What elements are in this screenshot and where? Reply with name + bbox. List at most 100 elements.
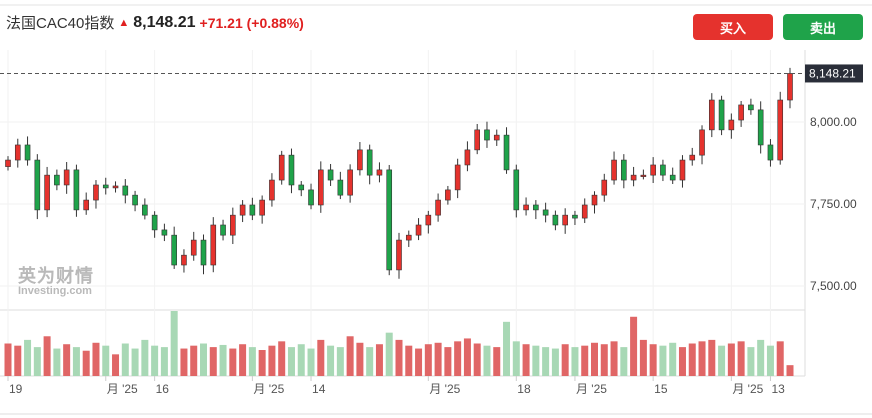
- volume-bar: [92, 342, 100, 376]
- candle-body: [552, 214, 559, 226]
- candle-body: [220, 224, 226, 236]
- volume-bar: [542, 347, 550, 376]
- instrument-title: 法国CAC40指数: [6, 15, 115, 32]
- candle-body: [767, 144, 774, 161]
- volume-bar: [170, 311, 178, 376]
- volume-bar: [53, 348, 61, 376]
- volume-bar: [473, 343, 481, 376]
- candle-body: [327, 169, 334, 181]
- x-tick-label: 18: [517, 382, 531, 396]
- x-tick-label: 14: [312, 382, 326, 396]
- candle-body: [200, 239, 207, 266]
- candle-body: [181, 254, 187, 266]
- candle-body: [728, 119, 735, 131]
- volume-bar: [718, 345, 726, 376]
- candle-body: [54, 174, 60, 186]
- price-change: +71.21 (+0.88%): [199, 14, 304, 31]
- volume-bar: [151, 345, 159, 376]
- volume-bar: [395, 339, 403, 376]
- candle-body: [171, 234, 177, 266]
- candle-body: [484, 129, 490, 141]
- candle-body: [239, 204, 246, 216]
- candle-body: [151, 214, 158, 231]
- volume-bar: [678, 347, 686, 376]
- candle-body: [190, 239, 197, 256]
- volume-bar: [131, 348, 139, 376]
- candle-body: [757, 109, 764, 146]
- last-price-tag-label: 8,148.21: [809, 66, 856, 80]
- candle-body: [298, 184, 305, 191]
- volume-bar: [708, 339, 716, 376]
- candle-body: [112, 185, 119, 189]
- volume-bar: [366, 347, 374, 376]
- volume-bar: [190, 345, 198, 376]
- candle-body: [63, 169, 70, 186]
- volume-bar: [33, 347, 41, 376]
- volume-bar: [551, 348, 559, 376]
- volume-bar: [493, 347, 501, 376]
- volume-bar: [4, 343, 12, 376]
- candle-body: [464, 149, 471, 166]
- candle-body: [308, 189, 314, 206]
- volume-bar: [121, 343, 129, 376]
- sell-button[interactable]: 卖出: [783, 14, 863, 40]
- volume-bar: [522, 344, 530, 376]
- volume-bar: [727, 343, 735, 376]
- volume-bar: [757, 339, 765, 376]
- candle-body: [347, 169, 353, 196]
- volume-bar: [14, 345, 22, 376]
- x-tick-label: 月 '25: [576, 382, 607, 396]
- volume-bar: [688, 343, 696, 376]
- y-tick-label: 8,000.00: [810, 115, 857, 129]
- x-tick-label: 月 '25: [429, 382, 460, 396]
- candle-body: [601, 179, 608, 196]
- candle-body: [748, 104, 754, 111]
- candle-body: [513, 169, 520, 211]
- x-tick-label: 月 '25: [732, 382, 763, 396]
- volume-bar: [278, 341, 286, 376]
- volume-bar: [737, 341, 745, 376]
- candle-body: [699, 129, 705, 156]
- candle-body: [777, 99, 784, 161]
- volume-bar: [356, 342, 364, 376]
- volume-bar: [649, 344, 657, 376]
- x-tick-label: 16: [156, 382, 170, 396]
- candle-body: [132, 194, 138, 206]
- volume-bar: [659, 345, 667, 376]
- last-price: 8,148.21: [133, 13, 196, 31]
- y-tick-label: 7,750.00: [810, 197, 857, 211]
- volume-bar: [72, 347, 80, 376]
- volume-bar: [180, 348, 188, 376]
- watermark-cn: 英为财情: [18, 266, 94, 286]
- candle-body: [660, 164, 666, 176]
- volume-bar: [239, 344, 247, 376]
- candle-body: [533, 204, 539, 211]
- candle-body: [650, 164, 656, 176]
- volume-bar: [463, 338, 471, 376]
- candle-body: [611, 159, 617, 181]
- candle-body: [708, 99, 715, 131]
- candle-body: [278, 154, 285, 181]
- candle-body: [44, 174, 50, 211]
- buy-button[interactable]: 买入: [693, 14, 773, 40]
- candle-body: [317, 169, 324, 206]
- volume-bar: [307, 348, 315, 376]
- candle-body: [425, 214, 432, 226]
- candle-body: [435, 199, 441, 216]
- candle-body: [679, 159, 686, 181]
- volume-bar: [532, 345, 540, 376]
- candle-body: [288, 154, 295, 186]
- volume-bar: [160, 347, 168, 376]
- candle-body: [396, 239, 402, 271]
- candle-body: [572, 214, 578, 219]
- x-tick-label: 15: [654, 382, 668, 396]
- last-price-tag: [805, 64, 863, 83]
- volume-bar: [82, 350, 90, 376]
- candle-body: [640, 174, 647, 177]
- volume-bar: [776, 341, 784, 376]
- volume-bar: [209, 347, 217, 376]
- candle-body: [269, 179, 275, 201]
- volume-bar: [268, 345, 276, 376]
- volume-bar: [766, 345, 774, 376]
